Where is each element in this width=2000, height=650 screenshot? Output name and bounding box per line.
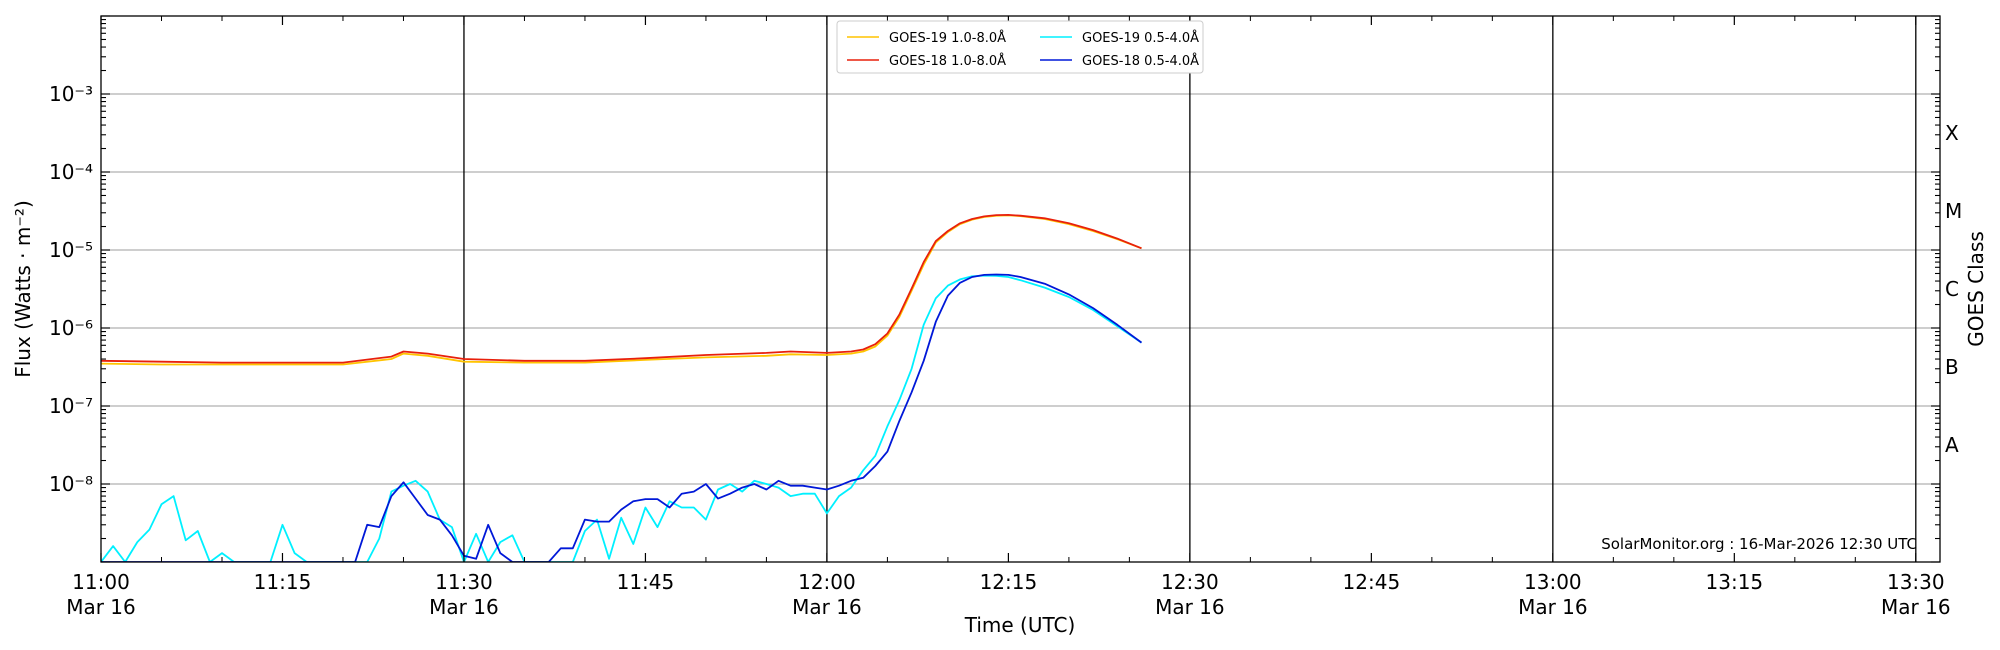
y-tick-label: 10⁻⁶ (49, 316, 93, 340)
goes-class-x: X (1945, 121, 1959, 145)
x-tick-label: 12:15 (980, 570, 1038, 594)
x-tick-date-label: Mar 16 (792, 595, 862, 619)
x-tick-label: 13:15 (1706, 570, 1764, 594)
y-tick-label: 10⁻⁷ (49, 394, 93, 418)
x-tick-label: 11:45 (617, 570, 675, 594)
legend-label: GOES-18 1.0-8.0Å (889, 53, 1006, 69)
legend: GOES-19 1.0-8.0Å GOES-18 1.0-8.0Å GOES-19 … (836, 20, 1204, 74)
x-axis-title: Time (UTC) (964, 613, 1076, 637)
series-line-2 (101, 213, 1142, 364)
x-tick-date-label: Mar 16 (1518, 595, 1588, 619)
legend-label: GOES-19 0.5-4.0Å (1082, 30, 1199, 46)
legend-label: GOES-19 1.0-8.0Å (889, 30, 1006, 46)
x-tick-label: 11:00 (72, 570, 130, 594)
goes-class-m: M (1945, 199, 1962, 223)
x-tick-label: 13:30 (1887, 570, 1945, 594)
goes-class-a: A (1945, 433, 1959, 457)
y-tick-label: 10⁻⁸ (49, 472, 93, 496)
footer-timestamp: SolarMonitor.org : 16-Mar-2026 12:30 UTC (1601, 535, 1917, 553)
plot-frame (100, 15, 1941, 563)
x-tick-date-label: Mar 16 (1155, 595, 1225, 619)
x-tick-date-label: Mar 16 (66, 595, 136, 619)
y-tick-label: 10⁻⁵ (49, 238, 93, 262)
x-tick-label: 13:00 (1524, 570, 1582, 594)
x-tick-label: 11:30 (435, 570, 493, 594)
legend-box (836, 20, 1204, 74)
y-tick-label: 10⁻⁴ (49, 160, 93, 184)
day-marker-lines (463, 16, 1917, 562)
series-line-3 (101, 274, 1143, 562)
x-tick-date-label: Mar 16 (429, 595, 499, 619)
horizontal-gridlines (101, 93, 1940, 485)
x-tick-date-label: Mar 16 (1881, 595, 1951, 619)
goes-class-b: B (1945, 355, 1959, 379)
goes-class-labels: A B C M X (1945, 121, 1962, 457)
x-tick-label: 11:15 (254, 570, 312, 594)
x-tick-label: 12:30 (1161, 570, 1219, 594)
y-tick-label: 10⁻³ (49, 82, 93, 106)
y-axis-title: Flux (Watts · m⁻²) (11, 200, 35, 378)
legend-label: GOES-18 0.5-4.0Å (1082, 53, 1199, 69)
y-tick-labels: 10⁻⁸ 10⁻⁷ 10⁻⁶ 10⁻⁵ 10⁻⁴ 10⁻³ (49, 82, 93, 496)
series-line-4 (101, 273, 1143, 562)
y2-axis-title: GOES Class (1964, 231, 1988, 347)
series-line-1 (101, 214, 1142, 366)
axis-ticks (100, 15, 1940, 563)
goes-class-c: C (1945, 277, 1959, 301)
x-tick-label: 12:45 (1343, 570, 1401, 594)
flux-series (101, 213, 1143, 562)
x-tick-label: 12:00 (798, 570, 856, 594)
